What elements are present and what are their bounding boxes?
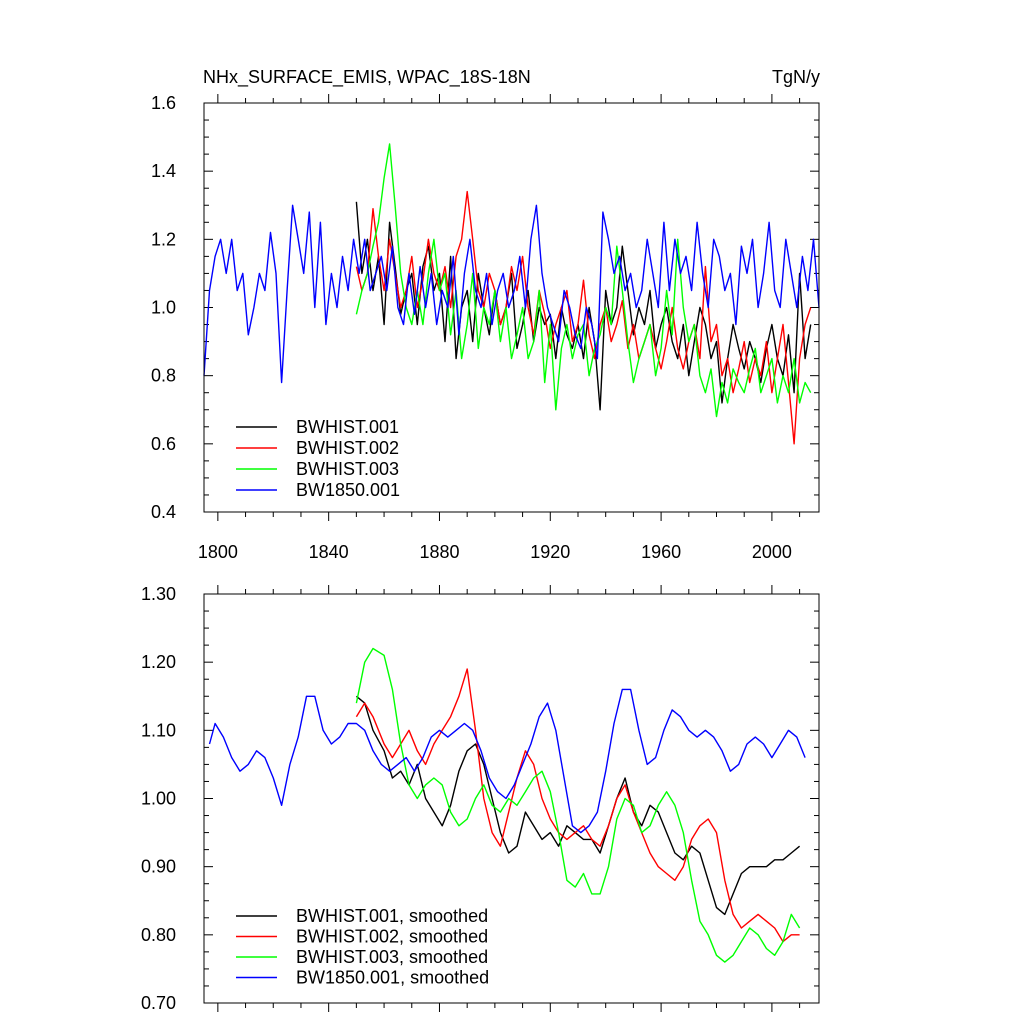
- top-xtick-label: 1880: [419, 542, 459, 562]
- top-legend-label: BWHIST.003: [296, 459, 399, 479]
- top-ytick-label: 0.6: [151, 434, 176, 454]
- top-ytick-label: 1.0: [151, 298, 176, 318]
- bottom-ytick-label: 0.90: [141, 857, 176, 877]
- top-xtick-label: 1800: [198, 542, 238, 562]
- bottom-ytick-label: 1.20: [141, 652, 176, 672]
- top-legend-label: BW1850.001: [296, 480, 400, 500]
- top-chart-title: NHx_SURFACE_EMIS, WPAC_18S-18N: [203, 67, 531, 88]
- top-legend-label: BWHIST.001: [296, 417, 399, 437]
- top-ytick-label: 0.8: [151, 366, 176, 386]
- bottom-series-line-2: [355, 668, 800, 943]
- top-legend-label: BWHIST.002: [296, 438, 399, 458]
- bottom-plot-frame: [203, 593, 820, 1004]
- top-panel: NHx_SURFACE_EMIS, WPAC_18S-18N TgN/y 0.4…: [151, 67, 820, 562]
- top-xtick-label: 2000: [752, 542, 792, 562]
- bottom-legend-label: BWHIST.003, smoothed: [296, 947, 488, 967]
- bottom-ytick-label: 0.70: [141, 993, 176, 1013]
- bottom-series-group: [208, 647, 806, 963]
- top-axis-ticks: 0.4 0.6 0.8 1.0 1.2 1.4 1.6 1800 1840 1880 1920 196…: [151, 93, 819, 562]
- bottom-ytick-label: 1.00: [141, 789, 176, 809]
- top-series-group: [203, 143, 820, 445]
- bottom-legend-label: BWHIST.001, smoothed: [296, 906, 488, 926]
- top-xtick-label: 1960: [641, 542, 681, 562]
- bottom-series-line-4: [208, 688, 806, 834]
- top-ytick-label: 1.2: [151, 229, 176, 249]
- bottom-legend-label: BW1850.001, smoothed: [296, 968, 489, 988]
- top-chart-units: TgN/y: [772, 67, 820, 87]
- bottom-ytick-label: 0.80: [141, 925, 176, 945]
- top-xtick-label: 1840: [309, 542, 349, 562]
- bottom-axis-ticks: 0.70 0.80 0.90 1.00 1.10 1.20 1.30: [141, 584, 819, 1013]
- top-ytick-label: 0.4: [151, 502, 176, 522]
- top-series-line-2: [355, 190, 812, 445]
- top-ytick-label: 1.6: [151, 93, 176, 113]
- bottom-legend-label: BWHIST.002, smoothed: [296, 927, 488, 947]
- bottom-ytick-label: 1.30: [141, 584, 176, 604]
- bottom-series-line-3: [355, 647, 801, 963]
- bottom-panel: 0.70 0.80 0.90 1.00 1.10 1.20 1.30 BWHIST.001,…: [141, 584, 820, 1013]
- top-plot-frame: [203, 102, 820, 513]
- bottom-ytick-label: 1.10: [141, 720, 176, 740]
- top-ytick-label: 1.4: [151, 161, 176, 181]
- top-series-line-4: [203, 204, 820, 384]
- top-xtick-label: 1920: [530, 542, 570, 562]
- bottom-series-line-1: [355, 695, 801, 916]
